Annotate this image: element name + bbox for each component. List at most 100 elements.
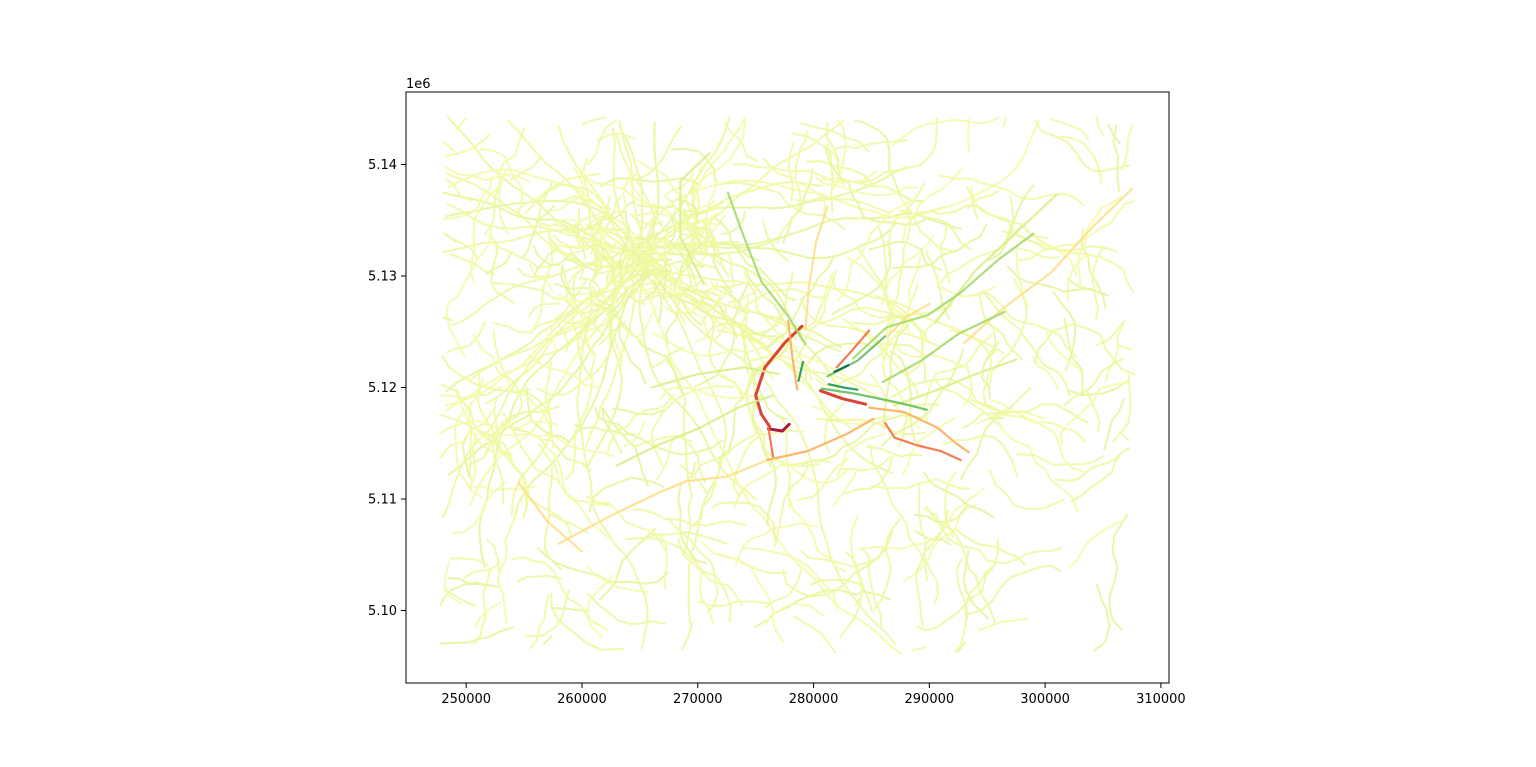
road-segment bbox=[616, 316, 644, 343]
road-segment bbox=[682, 480, 717, 557]
road-segment bbox=[627, 175, 650, 206]
road-segment bbox=[1054, 455, 1121, 482]
road-segment bbox=[445, 228, 493, 357]
road-segment bbox=[868, 241, 943, 272]
road-segment bbox=[443, 561, 462, 605]
road-segment bbox=[529, 594, 550, 650]
road-segment bbox=[664, 195, 689, 225]
road-segment bbox=[890, 377, 1005, 413]
road-segment bbox=[441, 383, 493, 442]
road-segment bbox=[949, 328, 993, 406]
road-segment bbox=[923, 508, 949, 538]
road-segment bbox=[592, 210, 626, 227]
road-segment bbox=[485, 252, 512, 275]
road-segment bbox=[847, 181, 962, 230]
road-segment bbox=[619, 279, 647, 305]
road-segment bbox=[881, 283, 919, 405]
road-segment bbox=[612, 257, 639, 285]
flow-line-7 bbox=[787, 319, 799, 391]
y-offset-label: 1e6 bbox=[406, 77, 431, 92]
road-segment bbox=[449, 557, 489, 567]
road-segment bbox=[1068, 520, 1124, 569]
road-segment bbox=[825, 122, 845, 187]
road-segment bbox=[1026, 230, 1135, 294]
x-tick-label: 250000 bbox=[441, 692, 491, 707]
road-segment bbox=[496, 512, 518, 625]
road-segment bbox=[674, 250, 693, 285]
road-segment bbox=[612, 240, 648, 254]
road-segment bbox=[764, 256, 834, 351]
road-segment bbox=[440, 626, 515, 645]
road-segment bbox=[548, 513, 589, 534]
road-segment bbox=[911, 646, 927, 652]
road-segment bbox=[445, 166, 531, 183]
y-tick-label: 5.12 bbox=[368, 381, 397, 396]
road-segment bbox=[698, 573, 715, 625]
flow-line-25 bbox=[797, 360, 805, 382]
road-segment bbox=[470, 170, 507, 283]
road-segment bbox=[560, 308, 595, 323]
road-segment bbox=[483, 184, 500, 236]
road-segment bbox=[987, 403, 1089, 424]
road-segment bbox=[442, 227, 648, 254]
road-segment bbox=[550, 318, 558, 355]
road-segment bbox=[592, 224, 630, 234]
road-segment bbox=[576, 256, 610, 275]
road-segment bbox=[776, 129, 808, 244]
road-segment bbox=[774, 466, 809, 548]
road-segment bbox=[592, 289, 627, 304]
road-segment bbox=[922, 334, 993, 423]
road-segment bbox=[816, 417, 926, 436]
road-segment bbox=[832, 119, 848, 190]
road-segment bbox=[691, 177, 700, 215]
road-segment bbox=[605, 285, 629, 316]
road-segment bbox=[485, 538, 501, 573]
road-segment bbox=[888, 182, 926, 257]
road-segment bbox=[681, 622, 694, 651]
flow-line-14 bbox=[615, 394, 775, 467]
road-segment bbox=[986, 184, 1035, 262]
road-segment bbox=[525, 386, 571, 443]
road-segment bbox=[1103, 398, 1125, 451]
road-segment bbox=[734, 522, 818, 566]
road-segment bbox=[726, 252, 735, 289]
road-segment bbox=[902, 503, 978, 582]
road-segment bbox=[929, 204, 1049, 240]
road-segment bbox=[991, 399, 1085, 473]
road-segment bbox=[442, 139, 456, 153]
road-segment bbox=[576, 320, 593, 355]
road-segment bbox=[572, 274, 580, 311]
road-segment bbox=[550, 592, 625, 651]
road-segment bbox=[635, 258, 673, 267]
road-segment bbox=[491, 433, 504, 505]
road-segment bbox=[527, 355, 601, 389]
road-segment bbox=[453, 378, 484, 499]
road-segment bbox=[1118, 430, 1130, 442]
flow-line-11 bbox=[804, 205, 829, 331]
road-segment bbox=[589, 226, 616, 255]
road-segment bbox=[539, 222, 576, 230]
road-segment bbox=[586, 564, 650, 593]
flow-line-4 bbox=[884, 422, 962, 462]
road-segment bbox=[631, 166, 907, 255]
road-segment bbox=[468, 402, 473, 481]
road-segment bbox=[765, 568, 803, 608]
road-segment bbox=[441, 355, 531, 394]
road-segment bbox=[552, 234, 587, 249]
road-segment bbox=[565, 357, 596, 481]
road-segment bbox=[692, 281, 719, 309]
road-segment bbox=[945, 537, 1062, 565]
road-segment bbox=[915, 567, 994, 632]
road-segment bbox=[596, 132, 636, 142]
road-segment bbox=[565, 213, 601, 230]
x-axis: 250000 260000 270000 280000 290000 300000 3100… bbox=[441, 683, 1186, 707]
road-segment bbox=[635, 211, 673, 218]
road-segment bbox=[571, 312, 589, 346]
road-segment bbox=[536, 292, 614, 396]
flow-line-3 bbox=[767, 426, 775, 458]
road-segment bbox=[836, 433, 885, 477]
road-segment bbox=[517, 188, 550, 211]
road-segment bbox=[648, 181, 823, 258]
road-segment bbox=[577, 240, 613, 251]
